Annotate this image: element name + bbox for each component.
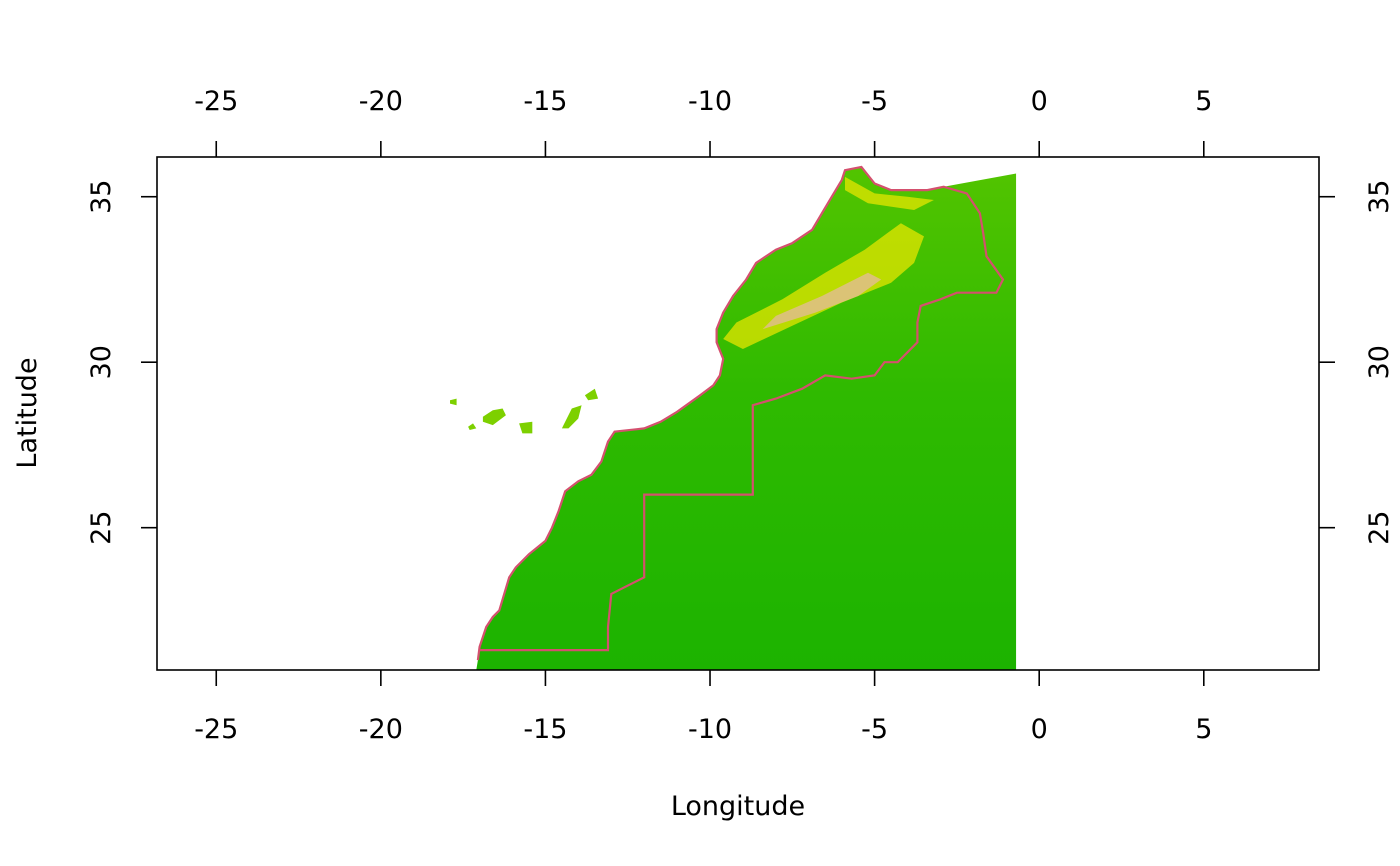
x-tick-label: -25: [194, 86, 238, 117]
x-tick-label: -20: [359, 714, 403, 745]
island: [584, 388, 599, 401]
x-tick-label: -5: [861, 714, 888, 745]
highland-elevation: [723, 176, 934, 349]
y-tick-label: 35: [86, 180, 117, 214]
peak-area: [762, 272, 882, 330]
island: [482, 408, 506, 426]
x-axis-top: -25 -20 -15 -10 -5 0 5: [194, 86, 1212, 157]
highland-area: [723, 223, 924, 349]
y-tick-label: 35: [1364, 180, 1395, 214]
y-tick-label: 30: [86, 345, 117, 379]
plot-frame: [156, 156, 1320, 671]
highland-area: [845, 176, 934, 210]
x-tick-label: 5: [1195, 714, 1212, 745]
y-tick-label: 25: [86, 511, 117, 545]
y-tick-label: 25: [1364, 511, 1395, 545]
y-axis-title: Latitude: [12, 357, 43, 468]
x-tick-label: -5: [861, 86, 888, 117]
land-elevation-fill: [476, 166, 1017, 670]
y-tick-label: 30: [1364, 345, 1395, 379]
x-tick-label: -10: [688, 86, 732, 117]
x-tick-label: 0: [1031, 714, 1048, 745]
x-tick-label: -20: [359, 86, 403, 117]
x-axis-bottom: -25 -20 -15 -10 -5 0 5: [194, 670, 1212, 745]
island: [468, 423, 477, 430]
x-tick-label: -15: [523, 714, 567, 745]
country-border: [476, 165, 1005, 661]
island: [561, 405, 582, 429]
island: [519, 421, 533, 434]
x-tick-label: -15: [523, 86, 567, 117]
y-axis-left: 25 30 35: [86, 180, 157, 545]
island: [450, 398, 457, 406]
x-tick-label: -25: [194, 714, 238, 745]
x-tick-label: 5: [1195, 86, 1212, 117]
y-axis-right: 25 30 35: [1319, 180, 1395, 545]
canary-islands: [450, 388, 599, 434]
elevation-raster: [450, 165, 1017, 670]
peak-elevation: [762, 272, 882, 330]
x-axis-title: Longitude: [671, 791, 805, 822]
x-tick-label: -10: [688, 714, 732, 745]
x-tick-label: 0: [1031, 86, 1048, 117]
